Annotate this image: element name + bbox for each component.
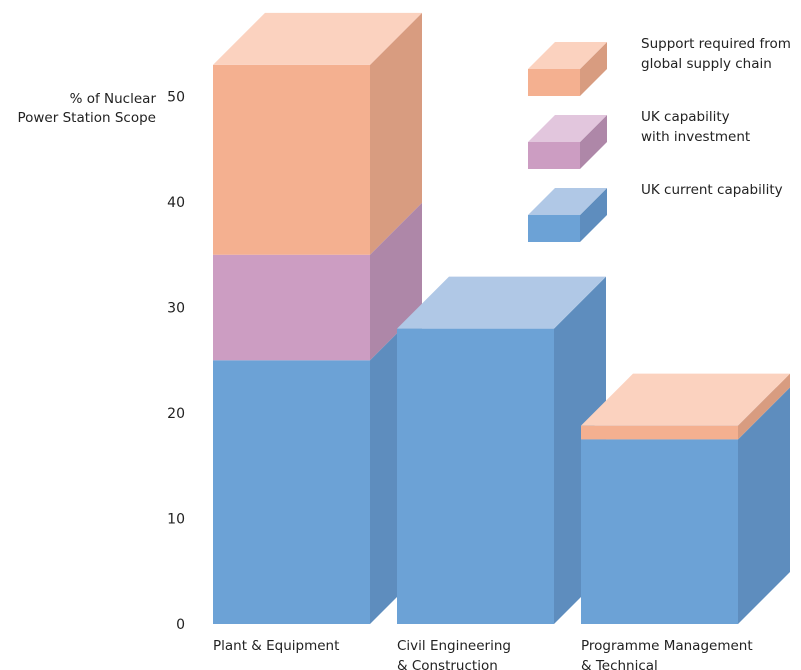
x-axis-labels: Plant & Equipment Civil Engineering & Cons… xyxy=(213,638,753,670)
legend-swatch-side xyxy=(580,188,607,242)
bar-segment-side xyxy=(370,12,422,255)
bar-segment xyxy=(213,254,370,361)
y-tick-label: 30 xyxy=(167,301,185,317)
bar-segment-side xyxy=(738,373,790,440)
x-tick-label: Plant & Equipment xyxy=(213,638,339,654)
legend-label: UK capability with investment xyxy=(641,109,750,145)
bar-segment-top xyxy=(213,12,422,65)
bars xyxy=(213,12,790,624)
bar-segment xyxy=(213,360,370,624)
bar-segment-top xyxy=(397,276,606,329)
y-axis-ticks: 0 10 20 30 40 50 xyxy=(167,90,185,634)
y-tick-label: 40 xyxy=(167,195,185,211)
y-tick-label: 0 xyxy=(176,617,185,633)
y-tick-label: 10 xyxy=(167,512,185,528)
x-tick-label: Civil Engineering & Construction xyxy=(397,638,511,670)
legend-swatch-top xyxy=(528,188,607,215)
legend-label: Support required from global supply chain xyxy=(641,36,791,72)
legend-swatch xyxy=(528,69,580,96)
bar-stack xyxy=(213,12,422,624)
legend-swatch-side xyxy=(580,42,607,96)
y-tick-label: 20 xyxy=(167,406,185,422)
legend-swatch xyxy=(528,142,580,169)
legend-item: UK capability with investment xyxy=(528,109,750,169)
bar-segment xyxy=(213,64,370,255)
bar-segment xyxy=(581,425,738,440)
y-axis-label: % of Nuclear Power Station Scope xyxy=(17,91,156,126)
legend-swatch-top xyxy=(528,115,607,142)
legend-item: UK current capability xyxy=(528,182,783,242)
legend-item: Support required from global supply chain xyxy=(528,36,791,96)
y-tick-label: 50 xyxy=(167,90,185,106)
legend-swatch xyxy=(528,215,580,242)
bar-stack xyxy=(581,373,790,624)
bar-segment-side xyxy=(738,387,790,624)
legend-swatch-top xyxy=(528,42,607,69)
legend-label: UK current capability xyxy=(641,182,783,198)
bar-segment xyxy=(581,439,738,624)
legend: Support required from global supply chain… xyxy=(528,36,791,242)
legend-swatch-side xyxy=(580,115,607,169)
bar-stack xyxy=(397,276,606,624)
bar-segment-top xyxy=(581,373,790,426)
bar-segment xyxy=(397,328,554,624)
x-tick-label: Programme Management & Technical xyxy=(581,638,753,670)
